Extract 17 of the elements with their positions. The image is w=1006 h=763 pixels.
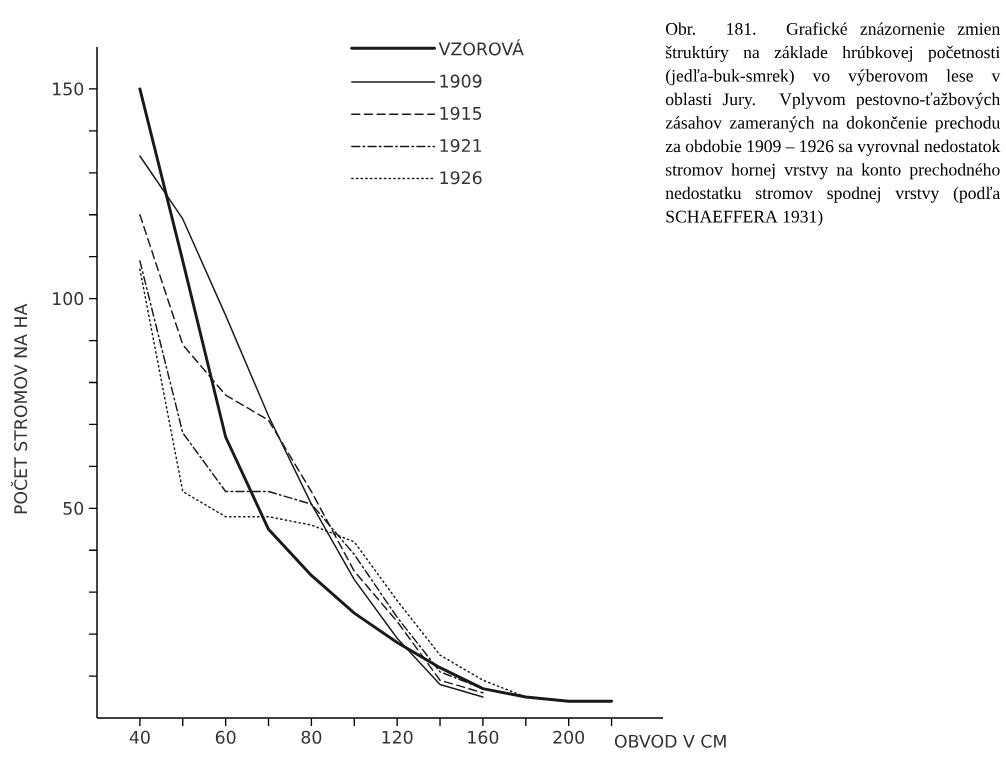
y-tick-label: 100 [53,292,84,306]
x-tick-label: 120 [382,730,413,744]
legend-label: 1915 [440,106,482,120]
legend-label: 1921 [440,138,482,153]
y-tick-label: 150 [53,82,84,96]
legend-label: 1909 [440,74,482,88]
text: Obr. 181. Grafické znázornenie zmien štruktúry na základe hrúbkovej početnosti (jedľa-buk-smrek) vo výberovom lese v oblasti Jury. Vplyvom pestovno-ťažbových zásahov zameraných na dokončenie prechodu za obdobie 1909 – 1926 sa vyrovnal nedostatok stromov hornej vrstvy na konto prechodného nedostatku stromov spodnej vrstvy (podľa SCHAEFFERA 1931) [665,22,1001,227]
y-tick-label: 50 [63,501,84,515]
x-axis-title: OBVOD V CM [614,734,726,748]
x-tick-label: 40 [129,730,150,744]
x-tick-label: 200 [553,730,585,744]
x-tick-label: 80 [301,730,322,744]
legend-label: 1926 [440,171,482,185]
legend-label: VZOROVÁ [438,39,524,56]
x-tick-label: 60 [215,730,236,744]
y-axis-title: POČET STROMOV NA HA [10,303,28,514]
x-tick-label: 160 [468,730,499,744]
